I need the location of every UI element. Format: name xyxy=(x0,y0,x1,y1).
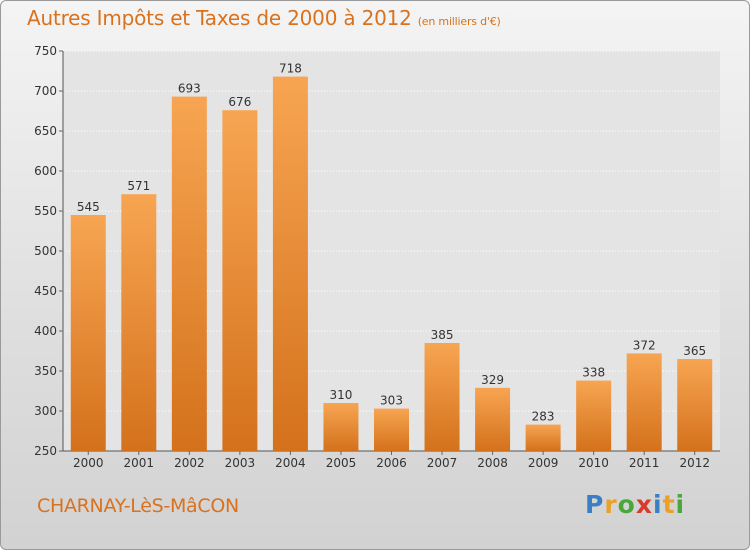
y-tick-label: 550 xyxy=(34,204,57,218)
y-tick-label: 600 xyxy=(34,164,57,178)
bar-value-label: 365 xyxy=(683,344,706,358)
bar xyxy=(272,76,308,451)
x-tick-label: 2012 xyxy=(679,456,710,470)
x-tick-label: 2001 xyxy=(124,456,155,470)
bar-value-label: 693 xyxy=(178,82,201,96)
commune-name: CHARNAY-LèS-MâCON xyxy=(37,495,239,517)
x-tick-label: 2009 xyxy=(528,456,559,470)
bar xyxy=(424,343,460,451)
y-tick-label: 700 xyxy=(34,84,57,98)
bar-value-label: 338 xyxy=(582,366,605,380)
y-tick-label: 300 xyxy=(34,404,57,418)
unit-text: (en milliers d'€) xyxy=(417,15,501,28)
bar-value-label: 718 xyxy=(279,62,302,76)
bar xyxy=(525,424,561,451)
bar xyxy=(475,387,511,451)
bar-value-label: 283 xyxy=(532,410,555,424)
y-tick-label: 350 xyxy=(34,364,57,378)
bar xyxy=(70,215,106,451)
y-tick-label: 650 xyxy=(34,124,57,138)
x-tick-label: 2008 xyxy=(477,456,508,470)
y-tick-label: 450 xyxy=(34,284,57,298)
bar xyxy=(677,359,713,451)
bar xyxy=(171,96,207,451)
bar xyxy=(576,380,612,451)
logo-letter: P xyxy=(585,490,605,519)
logo-letter: i xyxy=(653,490,663,519)
x-tick-label: 2007 xyxy=(427,456,458,470)
bar-value-label: 329 xyxy=(481,373,504,387)
bar xyxy=(121,194,157,451)
x-tick-label: 2010 xyxy=(578,456,609,470)
bar-value-label: 571 xyxy=(127,179,150,193)
logo-letter: x xyxy=(635,490,653,519)
x-tick-label: 2002 xyxy=(174,456,205,470)
bar-value-label: 303 xyxy=(380,394,403,408)
bar-value-label: 372 xyxy=(633,338,656,352)
logo-letter: i xyxy=(675,490,686,519)
chart-title: Autres Impôts et Taxes de 2000 à 2012 (en… xyxy=(27,6,501,30)
bar-value-label: 385 xyxy=(431,328,454,342)
y-tick-label: 250 xyxy=(34,444,57,458)
x-tick-label: 2003 xyxy=(225,456,256,470)
x-tick-label: 2006 xyxy=(376,456,407,470)
bar-value-label: 676 xyxy=(228,95,251,109)
bar xyxy=(222,110,258,451)
bar xyxy=(374,408,409,451)
bar xyxy=(626,353,662,451)
y-tick-label: 400 xyxy=(34,324,57,338)
title-text: Autres Impôts et Taxes de 2000 à 2012 xyxy=(27,6,412,30)
x-tick-label: 2004 xyxy=(275,456,306,470)
x-tick-label: 2005 xyxy=(326,456,357,470)
logo-letter: o xyxy=(617,490,636,519)
bar-value-label: 545 xyxy=(77,200,100,214)
y-tick-label: 750 xyxy=(34,44,57,58)
bar xyxy=(323,403,359,451)
logo-letter: r xyxy=(604,490,618,519)
x-tick-label: 2000 xyxy=(73,456,104,470)
proxiti-logo: Proxiti xyxy=(585,490,685,519)
x-tick-label: 2011 xyxy=(629,456,660,470)
logo-letter: t xyxy=(662,490,676,519)
y-tick-label: 500 xyxy=(34,244,57,258)
bar-value-label: 310 xyxy=(330,388,353,402)
